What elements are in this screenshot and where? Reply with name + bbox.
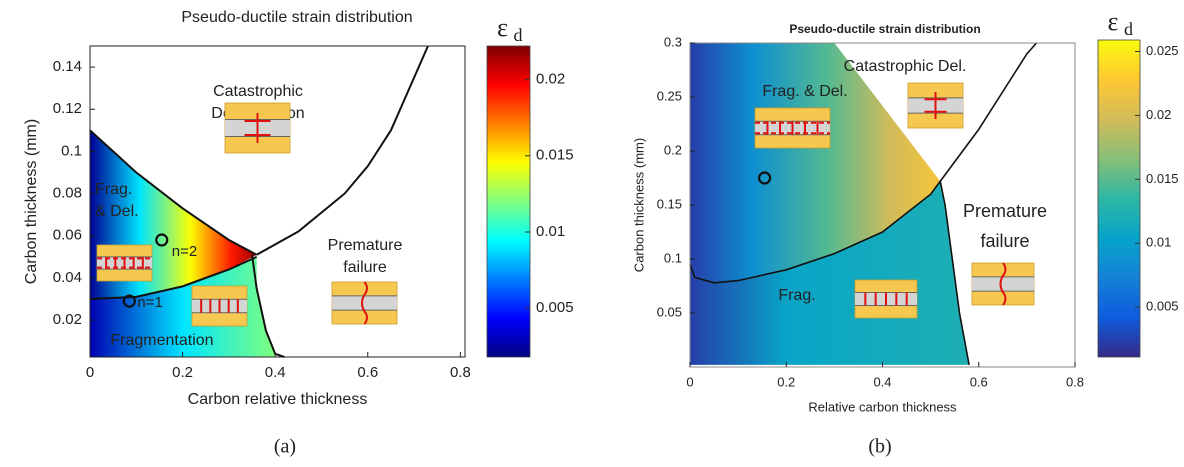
y-tick-label: 0.12 bbox=[53, 100, 82, 117]
region-annotation: Frag. bbox=[95, 181, 132, 198]
x-tick-label: 0 bbox=[686, 374, 693, 389]
y-axis-label: Carbon thickness (mm) bbox=[631, 138, 646, 272]
x-tick-label: 0.6 bbox=[970, 374, 988, 389]
panel-label: (b) bbox=[868, 436, 891, 458]
boundary-curve bbox=[89, 255, 258, 301]
y-tick-label: 0.06 bbox=[53, 227, 82, 244]
colorbar-label: ε bbox=[1108, 7, 1119, 36]
y-tick-label: 0.1 bbox=[664, 250, 682, 265]
x-tick-label: 0.8 bbox=[1066, 374, 1084, 389]
x-tick-label: 0.6 bbox=[357, 364, 378, 381]
point-label: n=1 bbox=[137, 294, 162, 311]
colorbar-tick-label: 0.02 bbox=[536, 71, 565, 88]
boundary-curve bbox=[939, 181, 970, 365]
colorbar-tick-label: 0.025 bbox=[1146, 43, 1179, 58]
boundary-curve bbox=[256, 45, 429, 256]
x-tick-label: 0.8 bbox=[450, 364, 471, 381]
laminate-core bbox=[972, 276, 1034, 292]
colorbar-tick-label: 0.015 bbox=[536, 147, 574, 164]
x-tick-label: 0.2 bbox=[777, 374, 795, 389]
boundary-curve bbox=[89, 129, 258, 256]
marker-point bbox=[757, 171, 772, 185]
colorbar-label-subscript: d bbox=[1124, 19, 1133, 39]
colorbar bbox=[486, 45, 531, 358]
crack bbox=[361, 281, 368, 325]
region-annotation: Frag. bbox=[778, 287, 815, 304]
region-annotation: Catastrophic bbox=[213, 83, 303, 100]
region-annotation: failure bbox=[980, 231, 1029, 251]
colorbar-tick-label: 0.02 bbox=[1146, 107, 1171, 122]
chart-title: Pseudo-ductile strain distribution bbox=[181, 9, 412, 26]
y-tick-label: 0.15 bbox=[657, 196, 682, 211]
region-annotation: Premature bbox=[328, 237, 403, 254]
colorbar-label-subscript: d bbox=[514, 25, 523, 45]
region-annotation: Premature bbox=[963, 201, 1047, 221]
region-annotation: Frag. & Del. bbox=[762, 83, 847, 100]
marker-point bbox=[155, 233, 169, 247]
y-tick-label: 0.1 bbox=[61, 142, 82, 159]
region-annotation: failure bbox=[343, 259, 387, 276]
colorbar-tick-label: 0.01 bbox=[1146, 235, 1171, 250]
laminate-core bbox=[332, 295, 397, 311]
y-tick-label: 0.02 bbox=[53, 311, 82, 328]
x-axis-label: Relative carbon thickness bbox=[808, 399, 957, 414]
region-annotation: & Del. bbox=[95, 203, 139, 220]
y-tick-label: 0.25 bbox=[657, 88, 682, 103]
crack bbox=[999, 262, 1007, 306]
x-tick-label: 0.2 bbox=[172, 364, 193, 381]
strain-region bbox=[690, 43, 941, 283]
y-axis-label: Carbon thickness (mm) bbox=[23, 119, 40, 284]
y-tick-label: 0.05 bbox=[657, 304, 682, 319]
x-tick-label: 0 bbox=[86, 364, 94, 381]
y-tick-label: 0.3 bbox=[664, 34, 682, 49]
strain-region bbox=[690, 181, 970, 365]
x-tick-label: 0.4 bbox=[265, 364, 286, 381]
region-annotation: Fragmentation bbox=[110, 332, 213, 349]
boundary-curve bbox=[689, 42, 1038, 284]
plot-frame bbox=[89, 45, 466, 358]
y-tick-label: 0.14 bbox=[53, 58, 82, 75]
boundary-curve bbox=[251, 254, 285, 358]
region-annotation: Catastrophic Del. bbox=[844, 58, 967, 75]
colorbar bbox=[1097, 39, 1141, 358]
y-tick-label: 0.04 bbox=[53, 269, 82, 286]
x-axis-label: Carbon relative thickness bbox=[188, 391, 368, 408]
colorbar-tick-label: 0.01 bbox=[536, 223, 565, 240]
marker-point bbox=[122, 294, 136, 308]
colorbar-tick-label: 0.005 bbox=[536, 299, 574, 316]
chart-title: Pseudo-ductile strain distribution bbox=[789, 22, 980, 36]
strain-region bbox=[90, 256, 276, 357]
y-tick-label: 0.08 bbox=[53, 185, 82, 202]
panel-label: (a) bbox=[274, 436, 296, 458]
colorbar-tick-label: 0.005 bbox=[1146, 299, 1179, 314]
colorbar-tick-label: 0.015 bbox=[1146, 171, 1179, 186]
colorbar-label: ε bbox=[497, 13, 508, 42]
y-tick-label: 0.2 bbox=[664, 142, 682, 157]
point-label: n=2 bbox=[172, 243, 197, 260]
x-tick-label: 0.4 bbox=[873, 374, 891, 389]
